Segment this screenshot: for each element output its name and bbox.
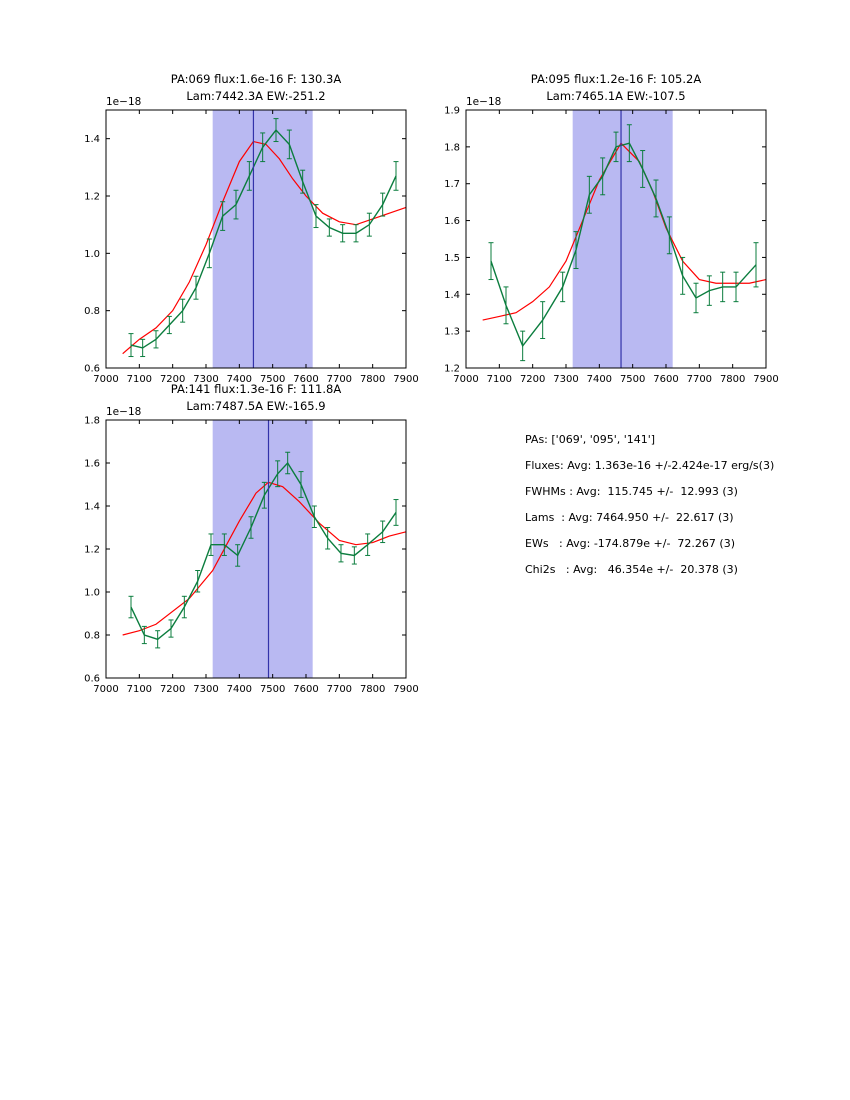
axes-frame <box>465 109 767 369</box>
x-tick-label: 7600 <box>293 684 318 695</box>
y-tick-label: 1.8 <box>84 416 100 427</box>
summary-line-pas: PAs: ['069', '095', '141'] <box>525 433 656 446</box>
x-tick-label: 7600 <box>653 374 678 385</box>
x-tick-label: 7400 <box>587 374 612 385</box>
summary-line-fwhms: FWHMs : Avg: 115.745 +/- 12.993 (3) <box>525 485 738 498</box>
plot1-title-line1: PA:069 flux:1.6e-16 F: 130.3A <box>170 72 342 86</box>
y-tick-label: 1.0 <box>84 588 100 599</box>
x-tick-label: 7500 <box>260 684 285 695</box>
y-tick-label: 1.3 <box>444 327 460 338</box>
y-tick-label: 0.6 <box>84 674 100 685</box>
plot2-title-line1: PA:095 flux:1.2e-16 F: 105.2A <box>530 72 702 86</box>
spectrum-data-line <box>490 142 757 348</box>
y-axis-offset-label: 1e−18 <box>106 96 141 108</box>
summary-line-ews: EWs : Avg: -174.879e +/- 72.267 (3) <box>525 537 735 550</box>
fit-window-band <box>572 110 673 368</box>
x-tick-label: 7000 <box>93 684 118 695</box>
y-tick-label: 1.6 <box>84 459 100 470</box>
axes-frame <box>105 109 407 369</box>
y-tick-label: 1.2 <box>444 364 460 375</box>
x-tick-label: 7900 <box>393 684 418 695</box>
x-tick-label: 7900 <box>753 374 778 385</box>
x-tick-label: 7700 <box>687 374 712 385</box>
x-tick-label: 7700 <box>327 684 352 695</box>
plot3-title-line2: Lam:7487.5A EW:-165.9 <box>186 399 326 413</box>
summary-line-chi2s: Chi2s : Avg: 46.354e +/- 20.378 (3) <box>525 563 738 576</box>
y-tick-label: 0.8 <box>84 631 100 642</box>
spectral-fit-plot-2: 7000 7100 7200 7300 7400 7500 7600 7700 7800 7900… <box>400 72 780 390</box>
plot-canvas-1: 7000 7100 7200 7300 7400 7500 7600 7700 7800 7900… <box>84 96 419 385</box>
y-axis-offset-label: 1e−18 <box>466 96 501 108</box>
y-tick-label: 1.2 <box>84 192 100 203</box>
plot-canvas-3: 7000 7100 7200 7300 7400 7500 7600 7700 7800 7900… <box>84 406 419 695</box>
plot1-title-line2: Lam:7442.3A EW:-251.2 <box>186 89 326 103</box>
y-tick-label: 1.8 <box>444 142 460 153</box>
y-tick-label: 0.8 <box>84 306 100 317</box>
x-tick-label: 7200 <box>160 374 185 385</box>
y-tick-label: 0.6 <box>84 364 100 375</box>
y-tick-label: 1.2 <box>84 545 100 556</box>
x-tick-label: 7700 <box>327 374 352 385</box>
plot3-title-line1: PA:141 flux:1.3e-16 F: 111.8A <box>170 382 342 396</box>
y-tick-label: 1.7 <box>444 179 460 190</box>
x-tick-label: 7100 <box>127 684 152 695</box>
fit-window-band <box>212 420 313 678</box>
x-tick-label: 7300 <box>193 374 218 385</box>
x-tick-label: 7000 <box>453 374 478 385</box>
x-tick-label: 7800 <box>360 374 385 385</box>
model-fit-line <box>122 481 407 636</box>
spectral-fit-plot-1: 7000 7100 7200 7300 7400 7500 7600 7700 7800 7900… <box>40 72 420 390</box>
y-tick-label: 1.9 <box>444 106 460 117</box>
x-tick-label: 7100 <box>487 374 512 385</box>
x-tick-label: 7600 <box>293 374 318 385</box>
spectrum-data-line <box>130 461 397 641</box>
y-axis-offset-label: 1e−18 <box>106 406 141 418</box>
spectral-fit-plot-3: 7000 7100 7200 7300 7400 7500 7600 7700 7800 7900… <box>40 382 420 700</box>
y-tick-label: 1.0 <box>84 249 100 260</box>
y-tick-label: 1.4 <box>84 134 100 145</box>
x-tick-label: 7800 <box>720 374 745 385</box>
summary-line-fluxes: Fluxes: Avg: 1.363e-16 +/-2.424e-17 erg/… <box>525 459 775 472</box>
x-tick-label: 7300 <box>553 374 578 385</box>
x-tick-label: 7000 <box>93 374 118 385</box>
x-tick-label: 7400 <box>227 684 252 695</box>
y-tick-label: 1.4 <box>84 502 100 513</box>
x-tick-label: 7500 <box>620 374 645 385</box>
x-tick-label: 7100 <box>127 374 152 385</box>
plot-canvas-2: 7000 7100 7200 7300 7400 7500 7600 7700 7800 7900… <box>444 96 779 385</box>
spectrum-data-line <box>130 128 397 349</box>
y-tick-label: 1.6 <box>444 216 460 227</box>
x-tick-label: 7500 <box>260 374 285 385</box>
summary-line-lams: Lams : Avg: 7464.950 +/- 22.617 (3) <box>525 511 734 524</box>
model-fit-line <box>482 142 767 321</box>
x-tick-label: 7800 <box>360 684 385 695</box>
y-tick-label: 1.5 <box>444 253 460 264</box>
x-tick-label: 7200 <box>520 374 545 385</box>
x-tick-label: 7400 <box>227 374 252 385</box>
summary-panel: PAs: ['069', '095', '141'] Fluxes: Avg: … <box>525 427 774 583</box>
y-tick-label: 1.4 <box>444 290 460 301</box>
x-tick-label: 7300 <box>193 684 218 695</box>
x-tick-label: 7900 <box>393 374 418 385</box>
plot2-title-line2: Lam:7465.1A EW:-107.5 <box>546 89 686 103</box>
x-tick-label: 7200 <box>160 684 185 695</box>
